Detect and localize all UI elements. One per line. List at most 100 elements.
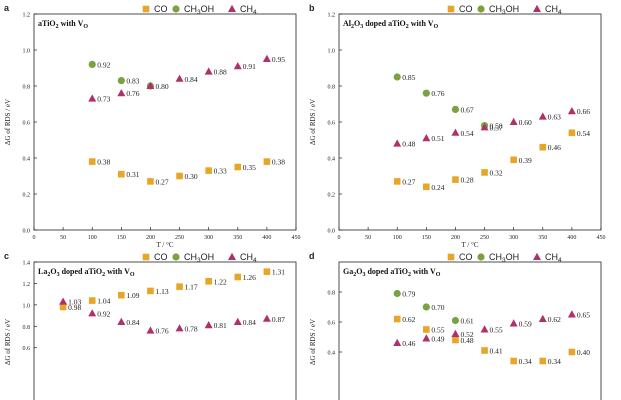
data-label-ch4: 0.88 bbox=[214, 68, 227, 77]
data-point-ch4 bbox=[117, 89, 126, 97]
data-label-co: 0.39 bbox=[519, 156, 532, 165]
y-tick-label: 0.8 bbox=[23, 85, 31, 91]
series-ch3oh: 0.85 0.76 0.67 0.58 bbox=[393, 73, 503, 131]
data-point-ch3oh bbox=[422, 303, 430, 311]
panel-letter: c bbox=[4, 251, 9, 261]
data-label-co: 0.31 bbox=[126, 170, 139, 179]
data-label-ch4: 0.84 bbox=[185, 75, 198, 84]
x-tick-label: 350 bbox=[233, 235, 242, 241]
legend-marker-ch3oh bbox=[172, 253, 180, 261]
y-tick-label: 0.8 bbox=[328, 291, 336, 297]
data-point-ch4 bbox=[175, 324, 184, 332]
panel-title: Ga2O3 doped aTiO2 with VO bbox=[343, 267, 441, 278]
data-label-co: 1.04 bbox=[97, 297, 110, 306]
y-tick-label: 0.6 bbox=[328, 121, 336, 127]
legend-label-co: CO bbox=[459, 4, 473, 14]
data-label-ch3oh: 0.92 bbox=[97, 60, 110, 69]
data-label-co: 0.34 bbox=[519, 357, 532, 366]
x-tick-label: 0 bbox=[338, 235, 341, 241]
data-label-ch4: 0.81 bbox=[214, 321, 227, 330]
legend-label-ch3oh: CH3OH bbox=[489, 252, 519, 264]
data-point-co bbox=[423, 326, 430, 333]
y-tick-label: 0.2 bbox=[328, 193, 336, 199]
y-axis-label: ΔG of RDS / eV bbox=[309, 99, 317, 145]
y-tick-label: 1.4 bbox=[23, 261, 31, 267]
data-point-co bbox=[118, 170, 125, 178]
x-tick-label: 250 bbox=[480, 235, 489, 241]
legend-label-ch3oh: CH3OH bbox=[184, 252, 214, 264]
panel-letter: d bbox=[309, 251, 315, 261]
y-tick-label: 1.0 bbox=[328, 49, 336, 55]
legend: CO CH3OH CH4 bbox=[447, 252, 562, 264]
legend-marker-co bbox=[142, 5, 150, 13]
data-point-co bbox=[118, 291, 125, 299]
panel-letter: b bbox=[309, 3, 315, 13]
data-label-co: 0.38 bbox=[97, 158, 110, 167]
data-point-ch3oh bbox=[88, 60, 96, 68]
x-tick-label: 150 bbox=[422, 235, 431, 241]
data-label-ch3oh: 0.79 bbox=[402, 290, 415, 299]
data-point-co bbox=[147, 178, 154, 185]
data-label-ch4: 0.73 bbox=[97, 95, 110, 104]
x-axis-label: T / °C bbox=[461, 241, 478, 249]
legend-marker-ch3oh bbox=[477, 5, 485, 13]
data-label-ch3oh: 0.58 bbox=[490, 122, 503, 131]
x-tick-label: 100 bbox=[393, 235, 402, 241]
data-label-co: 1.26 bbox=[243, 273, 256, 282]
data-point-co bbox=[147, 287, 154, 295]
legend-marker-ch4 bbox=[533, 252, 541, 260]
data-point-co bbox=[88, 158, 96, 165]
x-tick-label: 400 bbox=[567, 235, 576, 241]
data-point-co bbox=[539, 357, 547, 365]
data-point-ch4 bbox=[567, 107, 576, 115]
legend-marker-ch4 bbox=[228, 4, 236, 12]
data-label-ch4: 0.62 bbox=[548, 315, 561, 324]
y-tick-label: 1.2 bbox=[328, 13, 336, 19]
x-tick-label: 250 bbox=[175, 235, 184, 241]
legend: CO CH3OH CH4 bbox=[447, 4, 562, 16]
data-label-ch4: 0.92 bbox=[97, 309, 110, 318]
data-point-ch4 bbox=[262, 314, 271, 322]
data-point-co bbox=[59, 303, 67, 311]
legend-marker-co bbox=[447, 5, 455, 13]
data-point-ch4 bbox=[262, 54, 271, 62]
data-point-ch4 bbox=[567, 310, 576, 318]
y-tick-label: 0.4 bbox=[23, 157, 31, 163]
data-label-co: 0.38 bbox=[272, 158, 285, 167]
data-point-co bbox=[452, 336, 459, 344]
data-label-ch4: 0.78 bbox=[185, 324, 198, 333]
data-label-ch4: 0.80 bbox=[155, 82, 168, 91]
data-label-ch4: 0.87 bbox=[272, 315, 285, 324]
data-point-ch3oh bbox=[451, 105, 460, 113]
data-label-ch3oh: 0.76 bbox=[431, 89, 444, 98]
data-label-co: 0.48 bbox=[460, 336, 473, 345]
y-tick-label: 0.0 bbox=[328, 229, 336, 235]
data-point-co bbox=[205, 277, 212, 285]
data-point-co bbox=[176, 172, 183, 180]
data-label-ch4: 0.84 bbox=[126, 318, 139, 327]
data-point-ch4 bbox=[146, 81, 155, 89]
data-label-ch3oh: 0.67 bbox=[460, 105, 473, 114]
data-label-co: 1.22 bbox=[214, 277, 227, 286]
y-tick-label: 0.2 bbox=[23, 193, 31, 199]
legend-label-co: CO bbox=[154, 252, 168, 262]
data-point-ch4 bbox=[146, 326, 155, 334]
data-label-ch4: 0.57 bbox=[490, 123, 503, 132]
data-point-co bbox=[481, 169, 488, 176]
plot-frame bbox=[338, 13, 602, 231]
data-point-ch4 bbox=[480, 325, 489, 333]
data-label-ch3oh: 0.61 bbox=[460, 317, 473, 326]
data-label-ch4: 0.66 bbox=[577, 107, 590, 116]
series-ch4: 1.03 0.92 0.84 0.76 0.78 0.81 0.84 0.87 bbox=[59, 297, 285, 336]
data-label-co: 0.28 bbox=[460, 176, 473, 185]
y-tick-label: 0.8 bbox=[23, 325, 31, 331]
legend: CO CH3OH CH4 bbox=[142, 4, 257, 16]
y-axis-label: ΔG of RDS / eV bbox=[309, 319, 317, 365]
series-ch4: 0.73 0.76 0.80 0.84 0.88 0.91 0.95 bbox=[88, 54, 285, 104]
data-point-ch3oh bbox=[422, 89, 430, 97]
data-label-co: 0.34 bbox=[548, 357, 561, 366]
data-label-co: 1.17 bbox=[185, 283, 198, 292]
